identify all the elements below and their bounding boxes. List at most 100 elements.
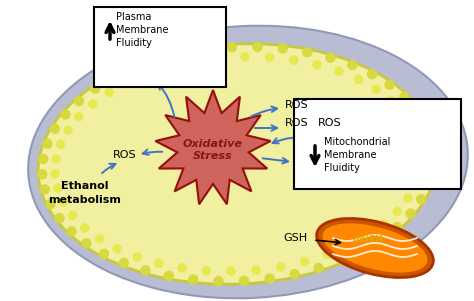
Circle shape [113,245,121,253]
Polygon shape [155,90,271,204]
Text: ROS: ROS [318,118,342,128]
Circle shape [202,45,211,54]
Circle shape [91,84,100,93]
Text: ROS: ROS [285,118,309,128]
Circle shape [64,126,72,134]
Circle shape [404,194,412,202]
Circle shape [67,227,76,236]
Circle shape [265,274,274,283]
FancyBboxPatch shape [94,7,226,87]
Circle shape [145,70,153,78]
Circle shape [228,43,237,52]
Circle shape [43,139,52,148]
Circle shape [367,70,376,79]
Circle shape [323,250,331,259]
Text: Mitochondrial
Membrane
Fluidity: Mitochondrial Membrane Fluidity [324,137,391,173]
Circle shape [290,56,298,64]
Circle shape [124,78,132,86]
Circle shape [400,92,409,101]
Circle shape [55,214,64,223]
Circle shape [392,222,401,231]
Circle shape [60,198,67,206]
Circle shape [252,266,260,274]
Text: Plasma
Membrane
Fluidity: Plasma Membrane Fluidity [116,12,168,48]
Circle shape [412,105,421,114]
Circle shape [387,96,395,104]
Circle shape [155,259,163,267]
Circle shape [177,49,186,58]
Circle shape [424,180,433,189]
Ellipse shape [323,223,428,273]
Circle shape [414,136,422,144]
Circle shape [266,54,273,61]
Circle shape [214,277,223,286]
Circle shape [326,53,335,62]
Circle shape [100,249,109,258]
Circle shape [303,48,312,57]
Circle shape [164,272,173,280]
Circle shape [301,257,309,265]
Circle shape [372,85,380,93]
Circle shape [278,44,287,53]
Circle shape [38,170,47,179]
Text: ROS: ROS [113,150,137,160]
Circle shape [75,113,83,121]
Ellipse shape [38,44,438,284]
Text: GSH: GSH [283,233,307,243]
Circle shape [56,140,64,148]
Circle shape [313,61,321,69]
Circle shape [253,42,262,51]
Text: mGSH: mGSH [353,235,383,244]
Circle shape [335,67,343,75]
Circle shape [69,211,77,219]
Circle shape [363,231,371,240]
Circle shape [417,150,425,158]
Circle shape [119,259,128,268]
Circle shape [427,134,436,143]
Circle shape [240,276,249,285]
Circle shape [81,224,89,232]
Circle shape [89,100,97,108]
Circle shape [54,184,62,192]
Circle shape [167,63,175,70]
Text: Oxidative
Stress: Oxidative Stress [183,139,243,161]
Circle shape [50,124,59,133]
Circle shape [314,263,323,272]
Circle shape [133,253,141,261]
Text: Ethanol
metabolism: Ethanol metabolism [48,182,121,205]
Circle shape [153,55,162,64]
Circle shape [406,209,415,218]
Ellipse shape [317,219,433,278]
Circle shape [409,122,417,130]
Circle shape [82,239,91,248]
FancyBboxPatch shape [294,99,461,189]
Circle shape [178,264,186,272]
Circle shape [61,110,70,119]
Circle shape [376,235,385,244]
Circle shape [379,220,387,228]
Circle shape [46,200,55,209]
Circle shape [109,73,118,82]
Circle shape [416,165,424,173]
Circle shape [39,154,48,163]
Circle shape [357,246,366,255]
Circle shape [411,180,419,188]
Circle shape [344,242,352,250]
Circle shape [277,263,285,271]
Circle shape [428,165,438,174]
Circle shape [189,275,198,284]
Circle shape [393,207,401,215]
Circle shape [337,256,346,265]
Circle shape [348,61,357,70]
Circle shape [74,97,83,106]
Circle shape [191,57,200,65]
Circle shape [421,119,430,128]
Circle shape [355,75,363,83]
Circle shape [241,53,249,61]
Circle shape [417,195,426,204]
Circle shape [290,270,299,279]
Circle shape [202,267,210,275]
Circle shape [400,109,407,117]
Ellipse shape [28,26,468,298]
Circle shape [130,64,139,73]
